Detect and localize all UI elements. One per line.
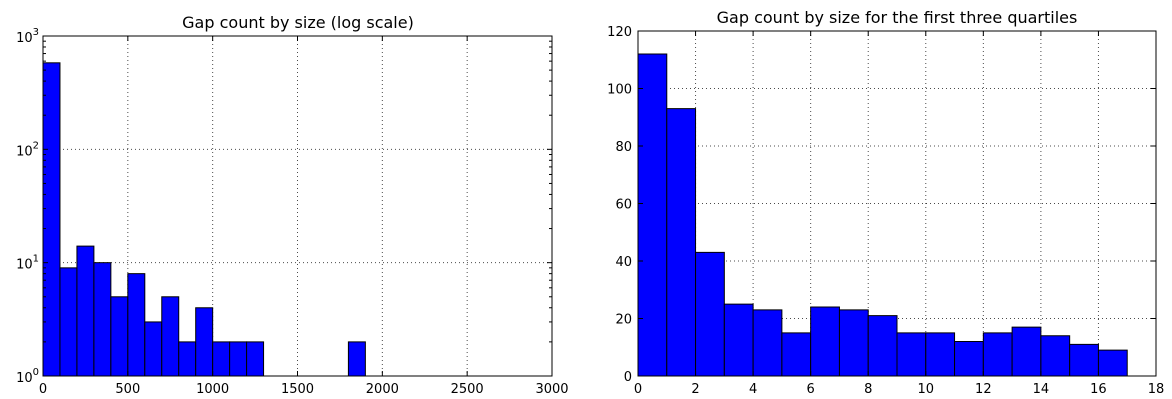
histogram-bar bbox=[195, 307, 214, 377]
y-tick-label: 120 bbox=[607, 25, 632, 40]
x-tick-label: 18 bbox=[1148, 382, 1165, 397]
histogram-bar bbox=[810, 306, 840, 377]
histogram-bar bbox=[59, 267, 78, 377]
chart-title: Gap count by size for the first three qu… bbox=[717, 8, 1078, 27]
x-tick-label: 0 bbox=[39, 382, 47, 397]
histogram-bar bbox=[666, 108, 697, 377]
y-tick-label: 103 bbox=[16, 27, 39, 46]
x-tick-label: 8 bbox=[864, 382, 872, 397]
y-tick-label: 40 bbox=[615, 255, 632, 270]
tick-labels: 0 500 1000 1500 2000 2500 3000 100 101 102 103 bbox=[16, 27, 568, 397]
x-tick-label: 1500 bbox=[281, 382, 314, 397]
histogram-bar bbox=[1040, 335, 1071, 377]
x-tick-label: 4 bbox=[749, 382, 757, 397]
y-tick-label: 100 bbox=[16, 367, 39, 386]
y-tick-label: 80 bbox=[615, 140, 632, 155]
histogram-bar bbox=[347, 341, 366, 377]
histogram-bar bbox=[982, 332, 1013, 377]
x-tick-label: 10 bbox=[918, 382, 935, 397]
histogram-bar bbox=[954, 341, 984, 377]
x-tick-label: 12 bbox=[975, 382, 992, 397]
histogram-bar bbox=[161, 296, 180, 377]
histogram-bar bbox=[1011, 326, 1042, 377]
histogram-bar bbox=[212, 341, 231, 377]
axes-frame bbox=[42, 35, 553, 377]
y-tick-label: 102 bbox=[16, 140, 39, 159]
histogram-bar bbox=[925, 332, 956, 377]
x-tick-label: 2 bbox=[691, 382, 699, 397]
histogram-bar bbox=[93, 262, 112, 377]
x-tick-label: 16 bbox=[1090, 382, 1107, 397]
bars bbox=[637, 53, 1128, 377]
histogram-bar bbox=[723, 303, 754, 377]
y-tick-label: 20 bbox=[615, 313, 632, 328]
histogram-bar bbox=[246, 341, 265, 377]
x-tick-label: 500 bbox=[115, 382, 140, 397]
y-tick-label: 101 bbox=[16, 254, 39, 273]
y-tick-label: 60 bbox=[615, 198, 632, 213]
histogram-bar bbox=[1097, 349, 1128, 377]
histogram-bar bbox=[178, 341, 197, 377]
histogram-bar bbox=[144, 321, 163, 377]
x-tick-label: 2500 bbox=[451, 382, 484, 397]
histogram-bar bbox=[637, 53, 668, 377]
histogram-bar bbox=[867, 315, 898, 377]
histogram-bar bbox=[752, 309, 783, 377]
histogram-bar bbox=[695, 251, 725, 377]
histogram-bar bbox=[110, 296, 129, 377]
x-tick-label: 14 bbox=[1033, 382, 1050, 397]
histogram-bar bbox=[896, 332, 927, 377]
y-tick-label: 0 bbox=[624, 370, 632, 385]
tick-labels: 0 2 4 6 8 10 12 14 16 18 0 20 40 60 80 100 120 bbox=[607, 25, 1164, 397]
histogram-bar bbox=[127, 273, 146, 377]
histogram-bar bbox=[838, 309, 869, 377]
x-tick-label: 1000 bbox=[196, 382, 229, 397]
histogram-bar bbox=[781, 332, 812, 377]
x-tick-label: 0 bbox=[634, 382, 642, 397]
chart-first-three-quartiles: Gap count by size for the first three qu… bbox=[607, 8, 1164, 397]
x-tick-label: 2000 bbox=[366, 382, 399, 397]
histogram-bar bbox=[42, 62, 61, 377]
x-tick-label: 3000 bbox=[535, 382, 568, 397]
chart-log-scale: Gap count by size (log scale) 0 500 1000 15… bbox=[16, 13, 568, 397]
chart-title: Gap count by size (log scale) bbox=[182, 13, 414, 32]
histogram-bar bbox=[229, 341, 248, 377]
y-tick-label: 100 bbox=[607, 83, 632, 98]
axes-frame bbox=[637, 30, 1157, 377]
histogram-bar bbox=[76, 245, 95, 377]
x-tick-label: 6 bbox=[807, 382, 815, 397]
histogram-bar bbox=[1069, 343, 1099, 377]
